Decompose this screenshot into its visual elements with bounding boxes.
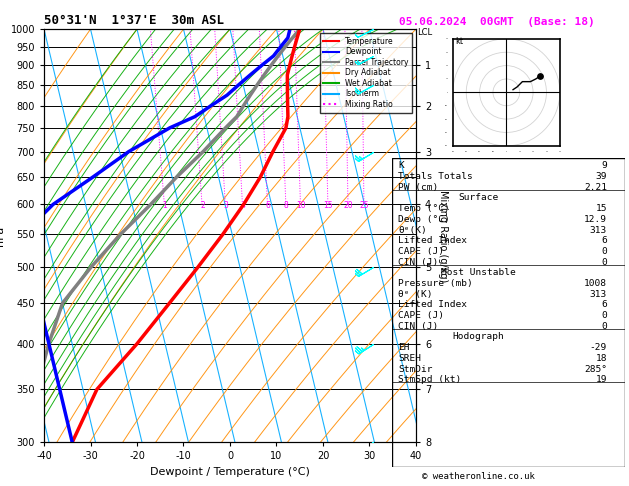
Text: θᵉ (K): θᵉ (K): [398, 290, 433, 299]
Text: 4: 4: [240, 201, 245, 210]
Point: [535, 72, 545, 80]
Text: CIN (J): CIN (J): [398, 322, 438, 331]
Text: 0: 0: [601, 322, 607, 331]
Text: SREH: SREH: [398, 354, 421, 363]
Text: Temp (°C): Temp (°C): [398, 204, 450, 213]
X-axis label: Dewpoint / Temperature (°C): Dewpoint / Temperature (°C): [150, 467, 310, 477]
Text: 50°31'N  1°37'E  30m ASL: 50°31'N 1°37'E 30m ASL: [44, 14, 224, 27]
Text: Pressure (mb): Pressure (mb): [398, 279, 473, 288]
Text: 313: 313: [590, 226, 607, 235]
Text: Surface: Surface: [458, 193, 498, 203]
Text: 285°: 285°: [584, 364, 607, 374]
Text: CIN (J): CIN (J): [398, 258, 438, 267]
Text: CAPE (J): CAPE (J): [398, 247, 444, 256]
Text: Most Unstable: Most Unstable: [441, 268, 515, 278]
Text: StmDir: StmDir: [398, 364, 433, 374]
Text: 12.9: 12.9: [584, 215, 607, 224]
Y-axis label: hPa: hPa: [0, 226, 5, 246]
Text: θᵉ(K): θᵉ(K): [398, 226, 427, 235]
Text: 313: 313: [590, 290, 607, 299]
Text: kt: kt: [455, 37, 464, 46]
Y-axis label: Mixing Ratio (g/kg): Mixing Ratio (g/kg): [438, 190, 448, 282]
Text: 18: 18: [596, 354, 607, 363]
Text: 2: 2: [200, 201, 205, 210]
Text: 3: 3: [223, 201, 228, 210]
Text: 0: 0: [601, 311, 607, 320]
Text: Lifted Index: Lifted Index: [398, 236, 467, 245]
Text: 39: 39: [596, 172, 607, 181]
Text: 6: 6: [265, 201, 270, 210]
Text: Dewp (°C): Dewp (°C): [398, 215, 450, 224]
Text: 19: 19: [596, 375, 607, 384]
Text: 20: 20: [343, 201, 353, 210]
Text: 0: 0: [601, 258, 607, 267]
Text: -29: -29: [590, 343, 607, 352]
Text: 0: 0: [601, 247, 607, 256]
Text: 10: 10: [296, 201, 306, 210]
Text: 1: 1: [162, 201, 167, 210]
Text: 25: 25: [359, 201, 369, 210]
Text: 15: 15: [323, 201, 333, 210]
Text: 6: 6: [601, 300, 607, 310]
Text: 1008: 1008: [584, 279, 607, 288]
Text: LCL: LCL: [417, 28, 433, 37]
Text: Totals Totals: Totals Totals: [398, 172, 473, 181]
Text: PW (cm): PW (cm): [398, 183, 438, 192]
Legend: Temperature, Dewpoint, Parcel Trajectory, Dry Adiabat, Wet Adiabat, Isotherm, Mi: Temperature, Dewpoint, Parcel Trajectory…: [320, 33, 412, 113]
Text: 8: 8: [284, 201, 289, 210]
Text: CAPE (J): CAPE (J): [398, 311, 444, 320]
Text: © weatheronline.co.uk: © weatheronline.co.uk: [421, 472, 535, 481]
Text: 6: 6: [601, 236, 607, 245]
Text: 15: 15: [596, 204, 607, 213]
Text: 2.21: 2.21: [584, 183, 607, 192]
Text: 05.06.2024  00GMT  (Base: 18): 05.06.2024 00GMT (Base: 18): [399, 17, 595, 27]
Text: StmSpd (kt): StmSpd (kt): [398, 375, 462, 384]
Text: Lifted Index: Lifted Index: [398, 300, 467, 310]
Text: Hodograph: Hodograph: [452, 332, 504, 342]
Text: K: K: [398, 161, 404, 171]
Text: EH: EH: [398, 343, 409, 352]
Text: 9: 9: [601, 161, 607, 171]
